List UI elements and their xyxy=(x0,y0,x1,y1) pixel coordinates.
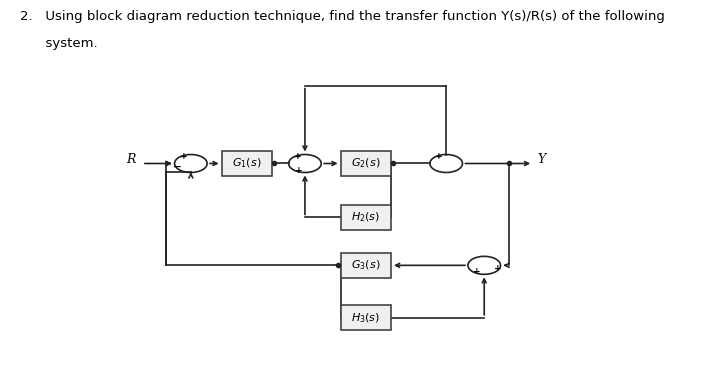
FancyBboxPatch shape xyxy=(341,252,391,278)
FancyBboxPatch shape xyxy=(341,305,391,331)
Text: −: − xyxy=(172,162,181,172)
Text: $H_3(s)$: $H_3(s)$ xyxy=(351,311,381,324)
Text: 2.   Using block diagram reduction technique, find the transfer function Y(s)/R(: 2. Using block diagram reduction techniq… xyxy=(20,10,665,23)
FancyBboxPatch shape xyxy=(341,151,391,176)
Text: +: + xyxy=(294,152,301,161)
Text: system.: system. xyxy=(20,37,97,50)
Text: Y: Y xyxy=(538,153,545,166)
Text: +: + xyxy=(435,152,442,161)
Text: $G_3(s)$: $G_3(s)$ xyxy=(351,259,381,272)
Text: R: R xyxy=(126,153,135,166)
Text: +: + xyxy=(473,268,481,277)
Text: $H_2(s)$: $H_2(s)$ xyxy=(351,210,381,224)
FancyBboxPatch shape xyxy=(222,151,272,176)
Text: +: + xyxy=(295,166,303,175)
Text: $G_1(s)$: $G_1(s)$ xyxy=(232,157,261,170)
Text: $G_2(s)$: $G_2(s)$ xyxy=(351,157,381,170)
FancyBboxPatch shape xyxy=(341,205,391,230)
Text: +: + xyxy=(494,264,502,273)
Text: +: + xyxy=(179,152,187,161)
